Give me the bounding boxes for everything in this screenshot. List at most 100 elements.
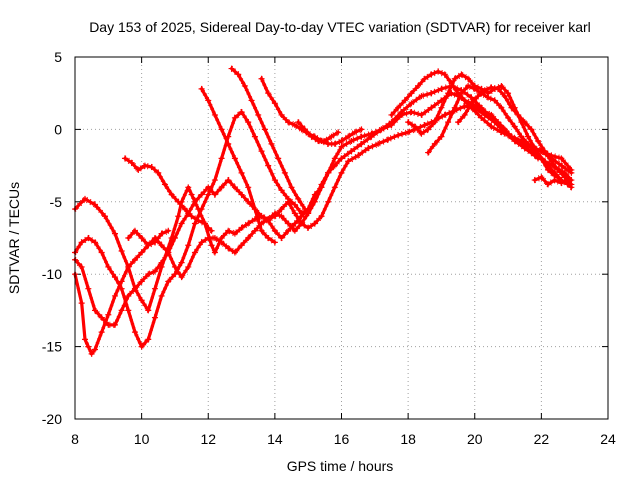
data-point [231,249,238,256]
data-point [515,111,522,118]
data-point [438,133,445,140]
data-point [468,100,475,107]
data-point [241,82,248,89]
data-point [211,249,218,256]
data-point [131,329,138,336]
data-point [288,184,295,191]
series-marker-row [457,88,573,188]
data-point [451,75,458,82]
data-point [498,104,505,111]
data-point [271,227,278,234]
data-point [418,111,425,118]
data-point [305,224,312,231]
data-point [111,230,118,237]
data-point [495,119,502,126]
data-point [435,68,442,75]
data-point [85,235,92,241]
data-point [408,109,415,116]
data-point [145,336,152,343]
data-point [365,145,372,152]
data-point [98,314,105,321]
x-axis-label: GPS time / hours [287,458,394,474]
data-point [548,158,555,165]
data-point [531,145,538,152]
data-point [358,126,365,133]
data-point [225,227,232,234]
data-point [395,132,402,139]
x-tick-label: 10 [134,431,150,447]
data-point [188,213,195,220]
data-point [125,292,132,299]
data-point [88,350,95,357]
data-point [245,235,252,241]
data-point [208,227,215,234]
data-point [388,122,395,129]
data-point [138,297,145,304]
data-point [185,242,192,249]
data-point [85,285,92,292]
data-point [408,90,415,97]
data-point [495,85,502,92]
y-tick-label: -20 [42,411,62,427]
data-point [558,162,565,169]
data-point [125,235,132,241]
data-point [521,119,528,126]
series-pass-15 [531,174,572,188]
data-point [285,119,292,126]
data-point [445,119,452,126]
data-point [301,206,308,213]
series-marker-row [427,82,569,184]
data-point [528,126,535,133]
data-point [145,307,152,314]
data-point [261,126,268,133]
data-point [211,111,218,118]
data-point [91,201,98,208]
data-point [111,321,118,328]
data-point [271,100,278,107]
data-point [81,195,88,202]
data-point [401,97,408,104]
data-point [255,111,262,118]
data-point [135,166,142,173]
data-point [331,140,338,147]
data-point [231,230,238,237]
data-point [211,191,218,198]
data-point [285,198,292,205]
data-point [225,177,232,184]
data-point [515,137,522,144]
data-point [148,164,155,171]
data-point [568,181,575,188]
data-point [165,227,172,234]
data-point [85,343,92,350]
data-point [501,126,508,133]
data-point [175,198,182,205]
series-pass-7 [228,65,308,213]
data-point [238,191,245,198]
data-point [265,90,272,97]
data-point [278,235,285,241]
series-pass-10 [125,227,172,249]
data-point [131,256,138,263]
data-point [118,278,125,285]
data-point [431,140,438,147]
data-point [455,90,462,97]
data-point [538,174,545,181]
data-point [488,84,495,91]
data-point [218,184,225,191]
data-point [445,90,452,97]
x-tick-label: 22 [534,431,550,447]
data-point [295,119,302,126]
data-point [408,100,415,107]
data-point [218,239,225,246]
y-tick-label: 5 [54,49,62,65]
data-point [358,133,365,140]
data-point [368,133,375,140]
data-point [218,126,225,133]
data-point [158,242,165,249]
data-point [145,242,152,249]
data-point [528,148,535,155]
data-point [158,230,165,237]
data-point [128,159,135,166]
data-point [91,239,98,246]
